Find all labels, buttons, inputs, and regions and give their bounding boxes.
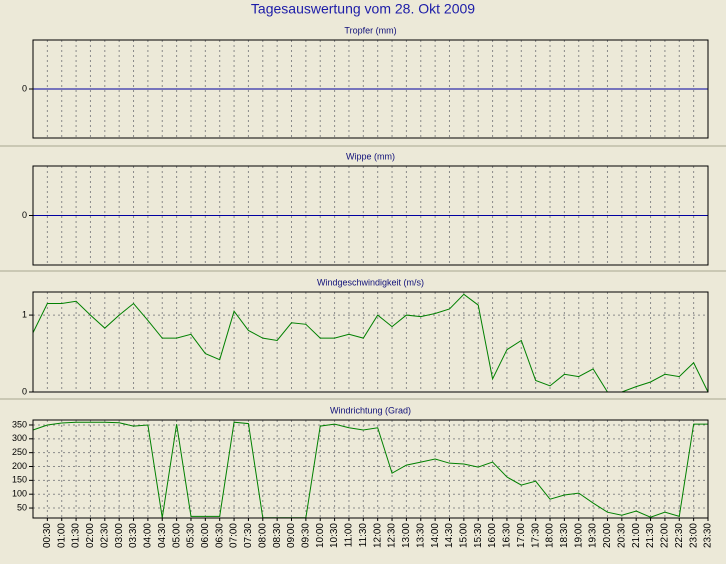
plot-frame	[32, 291, 709, 393]
x-tick-label: 13:00	[401, 523, 412, 548]
x-tick-label: 20:30	[616, 523, 627, 548]
x-tick-label: 17:00	[516, 523, 527, 548]
y-tick-label: 1	[22, 309, 27, 319]
x-tick-label: 04:30	[157, 523, 168, 548]
panel-title: Tropfer (mm)	[344, 25, 396, 35]
panel-title: Wippe (mm)	[346, 151, 395, 161]
y-tick-label: 150	[12, 475, 27, 485]
x-tick-label: 18:00	[545, 523, 556, 548]
y-tick-label: 250	[12, 447, 27, 457]
x-tick-label: 14:30	[444, 523, 455, 548]
x-tick-label: 11:00	[344, 523, 355, 548]
y-tick-label: 300	[12, 433, 27, 443]
x-tick-label: 19:00	[573, 523, 584, 548]
x-tick-label: 12:00	[372, 523, 383, 548]
x-tick-label: 05:00	[171, 523, 182, 548]
x-tick-label: 08:30	[272, 523, 283, 548]
x-tick-label: 07:00	[229, 523, 240, 548]
x-tick-label: 15:30	[473, 523, 484, 548]
y-tick-label: 0	[22, 83, 27, 93]
data-line	[32, 421, 708, 519]
x-tick-label: 03:00	[114, 523, 125, 548]
x-tick-label: 22:00	[660, 523, 671, 548]
x-tick-label: 20:00	[602, 523, 613, 548]
y-tick-label: 350	[12, 419, 27, 429]
y-tick-label: 0	[22, 386, 27, 396]
x-tick-label: 08:00	[257, 523, 268, 548]
x-tick-label: 14:00	[430, 523, 441, 548]
x-tick-label: 05:30	[186, 523, 197, 548]
x-tick-label: 19:30	[588, 523, 599, 548]
x-tick-label: 06:00	[200, 523, 211, 548]
x-tick-label: 01:30	[71, 523, 82, 548]
x-tick-label: 17:30	[530, 523, 541, 548]
x-tick-label: 21:00	[631, 523, 642, 548]
x-tick-label: 03:30	[128, 523, 139, 548]
plot-frame	[32, 165, 709, 266]
x-tick-label: 06:30	[214, 523, 225, 548]
x-tick-label: 12:30	[387, 523, 398, 548]
x-tick-label: 11:30	[358, 523, 369, 548]
x-tick-label: 09:30	[301, 523, 312, 548]
x-tick-label: 09:00	[286, 523, 297, 548]
x-tick-label: 10:30	[329, 523, 340, 548]
x-tick-label: 02:30	[99, 523, 110, 548]
x-tick-label: 15:00	[458, 523, 469, 548]
panel-title: Windgeschwindigkeit (m/s)	[317, 277, 424, 287]
x-tick-label: 07:30	[243, 523, 254, 548]
plot-frame	[32, 419, 709, 519]
y-tick-label: 50	[17, 502, 27, 512]
page-title: Tagesauswertung vom 28. Okt 2009	[251, 1, 475, 17]
x-tick-label: 22:30	[674, 523, 685, 548]
x-tick-label: 23:00	[688, 523, 699, 548]
y-tick-label: 0	[22, 210, 27, 220]
y-tick-label: 200	[12, 461, 27, 471]
x-tick-label: 02:00	[85, 523, 96, 548]
x-tick-label: 16:30	[502, 523, 513, 548]
panel-title: Windrichtung (Grad)	[330, 405, 411, 415]
x-tick-label: 18:30	[559, 523, 570, 548]
x-tick-label: 04:00	[143, 523, 154, 548]
x-tick-label: 10:00	[315, 523, 326, 548]
x-tick-label: 01:00	[56, 523, 67, 548]
x-tick-label: 16:00	[487, 523, 498, 548]
x-tick-label: 13:30	[415, 523, 426, 548]
plot-frame	[32, 39, 709, 139]
x-tick-label: 21:30	[645, 523, 656, 548]
x-tick-label: 00:30	[42, 523, 53, 548]
y-tick-label: 100	[12, 489, 27, 499]
data-line	[32, 293, 709, 393]
x-tick-label: 23:30	[703, 523, 714, 548]
